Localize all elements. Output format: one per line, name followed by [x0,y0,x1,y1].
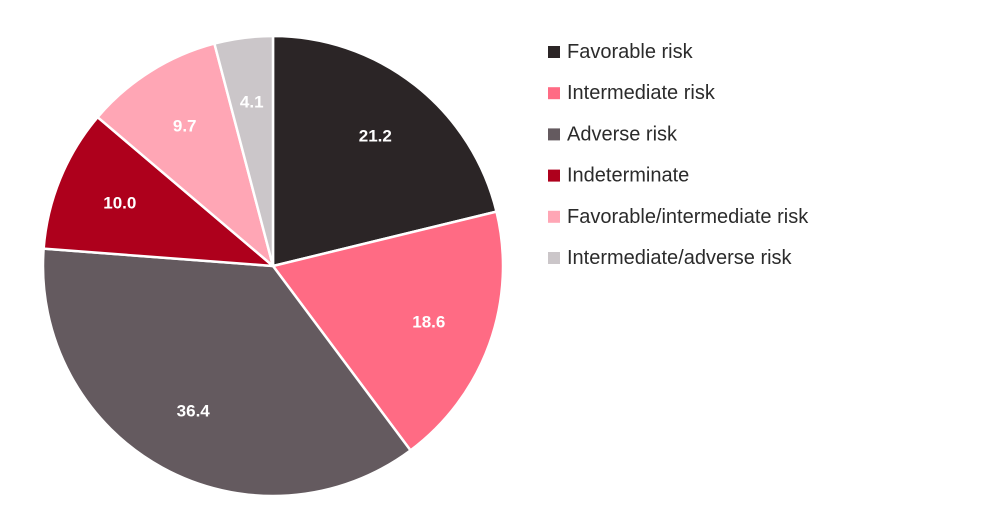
legend-label-adverse-risk: Adverse risk [567,123,678,145]
legend-label-intermediate-adverse-risk: Intermediate/adverse risk [567,247,793,269]
legend-swatch-favorable-risk [548,46,560,58]
slice-value-label-indeterminate: 10.0 [103,194,136,213]
slice-value-label-favorable-risk: 21.2 [359,126,392,145]
legend-item-favorable-intermediate-risk: Favorable/intermediate risk [548,206,809,228]
legend-label-favorable-risk: Favorable risk [567,41,694,63]
pie-slice-adverse-risk [41,247,412,498]
pie-slice-favorable-risk [271,34,498,268]
legend-item-adverse-risk: Adverse risk [548,123,678,145]
legend: Favorable risk Intermediate risk Adverse r… [548,41,809,269]
legend-swatch-favorable-intermediate-risk [548,210,560,223]
pie-slice-indeterminate [42,115,275,268]
legend-item-intermediate-adverse-risk: Intermediate/adverse risk [548,247,793,269]
legend-swatch-adverse-risk [548,128,560,141]
legend-item-intermediate-risk: Intermediate risk [548,82,716,104]
legend-label-favorable-intermediate-risk: Favorable/intermediate risk [567,206,809,228]
slice-value-label-favorable-intermediate-risk: 9.7 [173,116,197,135]
legend-label-intermediate-risk: Intermediate risk [567,82,716,104]
slice-value-label-intermediate-risk: 18.6 [412,313,445,332]
legend-label-indeterminate: Indeterminate [567,165,689,187]
pie-slices [41,34,505,498]
legend-swatch-indeterminate [548,169,560,182]
legend-swatch-intermediate-adverse-risk [548,252,560,264]
legend-item-favorable-risk: Favorable risk [548,41,694,63]
pie-slice-intermediate-risk [271,210,505,452]
pie-slice-intermediate-adverse-risk [213,34,275,268]
legend-swatch-intermediate-risk [548,87,560,100]
slice-value-label-intermediate-adverse-risk: 4.1 [240,92,264,111]
pie-slice-favorable-intermediate-risk [96,42,275,268]
slice-value-label-adverse-risk: 36.4 [177,402,211,421]
legend-item-indeterminate: Indeterminate [548,165,689,187]
slice-value-labels: 21.2 18.6 36.4 10.0 9.7 4.1 [103,92,445,420]
